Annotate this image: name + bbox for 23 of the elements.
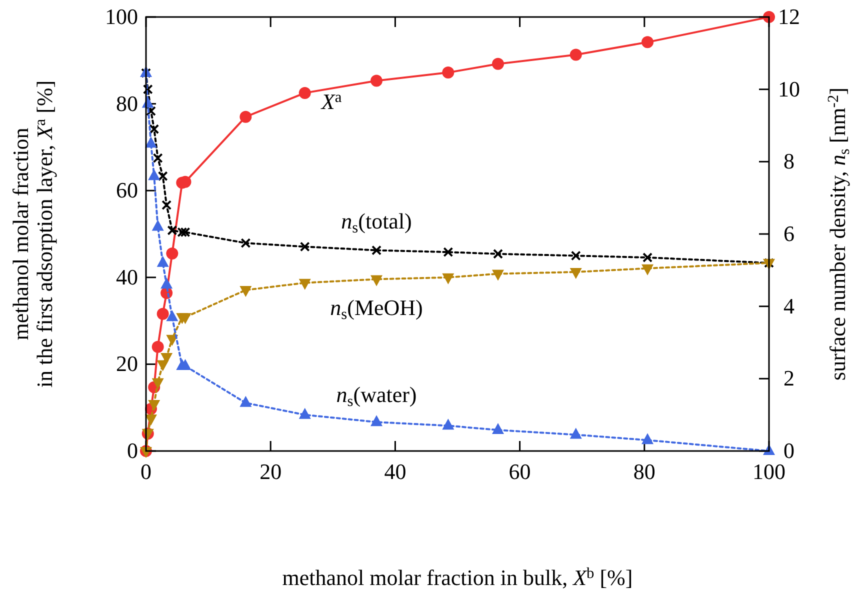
y2-tick-label: 2 [784, 366, 794, 391]
series-label: n$_{s}$(water) [336, 382, 417, 410]
y-tick-label: 80 [116, 90, 138, 116]
y-tick-label: 0 [127, 438, 138, 463]
x-tick-label: 60 [508, 459, 531, 484]
series-label: n$_{s}$(total) [341, 208, 412, 236]
y-tick-label: 20 [116, 351, 138, 376]
y2-tick-label: 12 [778, 4, 800, 29]
series-label: n$_{s}$(MeOH) [330, 295, 423, 323]
series-label: X$^{a}$ [320, 88, 342, 114]
x-tick-label: 80 [633, 459, 656, 484]
y2-tick-label: 0 [784, 438, 794, 463]
x-tick-label: 100 [752, 459, 786, 484]
x-axis-title: methanol molar fraction in bulk, X$^{b}$ [%] [282, 565, 633, 590]
y2-tick-label: 4 [784, 293, 794, 318]
y-tick-label: 40 [116, 264, 138, 290]
x-tick-label: 40 [384, 459, 406, 484]
y-tick-label: 60 [116, 178, 138, 203]
y2-tick-label: 8 [784, 148, 794, 174]
y2-tick-label: 6 [784, 221, 794, 246]
x-tick-label: 20 [260, 459, 282, 484]
y2-tick-label: 10 [778, 76, 800, 102]
y-tick-label: 100 [105, 4, 138, 29]
